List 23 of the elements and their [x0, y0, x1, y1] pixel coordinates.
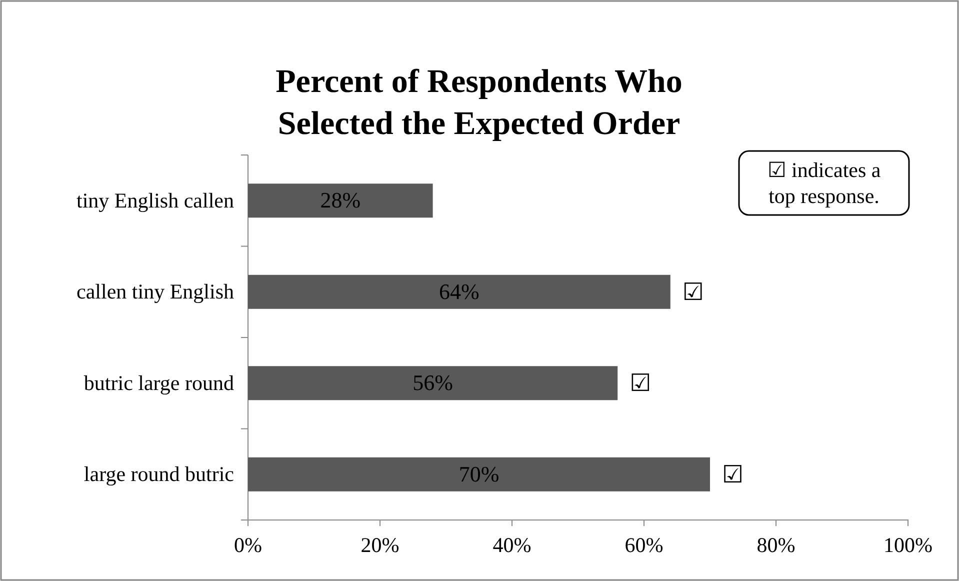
x-tick-label: 40%	[492, 533, 532, 558]
x-tick-label: 20%	[360, 533, 400, 558]
checkbox-icon: ☑	[630, 369, 652, 398]
x-tick-label: 80%	[756, 533, 796, 558]
x-tick-label: 60%	[624, 533, 664, 558]
x-tick-label: 100%	[884, 533, 932, 558]
x-tick-label: 0%	[234, 533, 262, 558]
bar	[248, 274, 670, 309]
chart-title: Percent of Respondents Who Selected the Expected Order	[276, 64, 682, 142]
y-tick-label: butric large round	[84, 370, 234, 395]
bar	[248, 184, 433, 218]
bar	[248, 457, 710, 492]
bar	[248, 366, 618, 400]
checkbox-icon: ☑	[722, 460, 744, 488]
y-tick-label: tiny English callen	[76, 188, 234, 212]
data-label: 28%	[320, 188, 361, 213]
y-tick-label: large round butric	[84, 462, 234, 486]
checkbox-icon: ☑	[682, 278, 704, 306]
data-label: 56%	[412, 370, 453, 396]
data-label: 70%	[458, 461, 500, 486]
data-label: 64%	[439, 278, 480, 304]
annotation: ☑ indicates a top response.	[767, 158, 882, 208]
y-tick-label: callen tiny English	[76, 280, 234, 304]
